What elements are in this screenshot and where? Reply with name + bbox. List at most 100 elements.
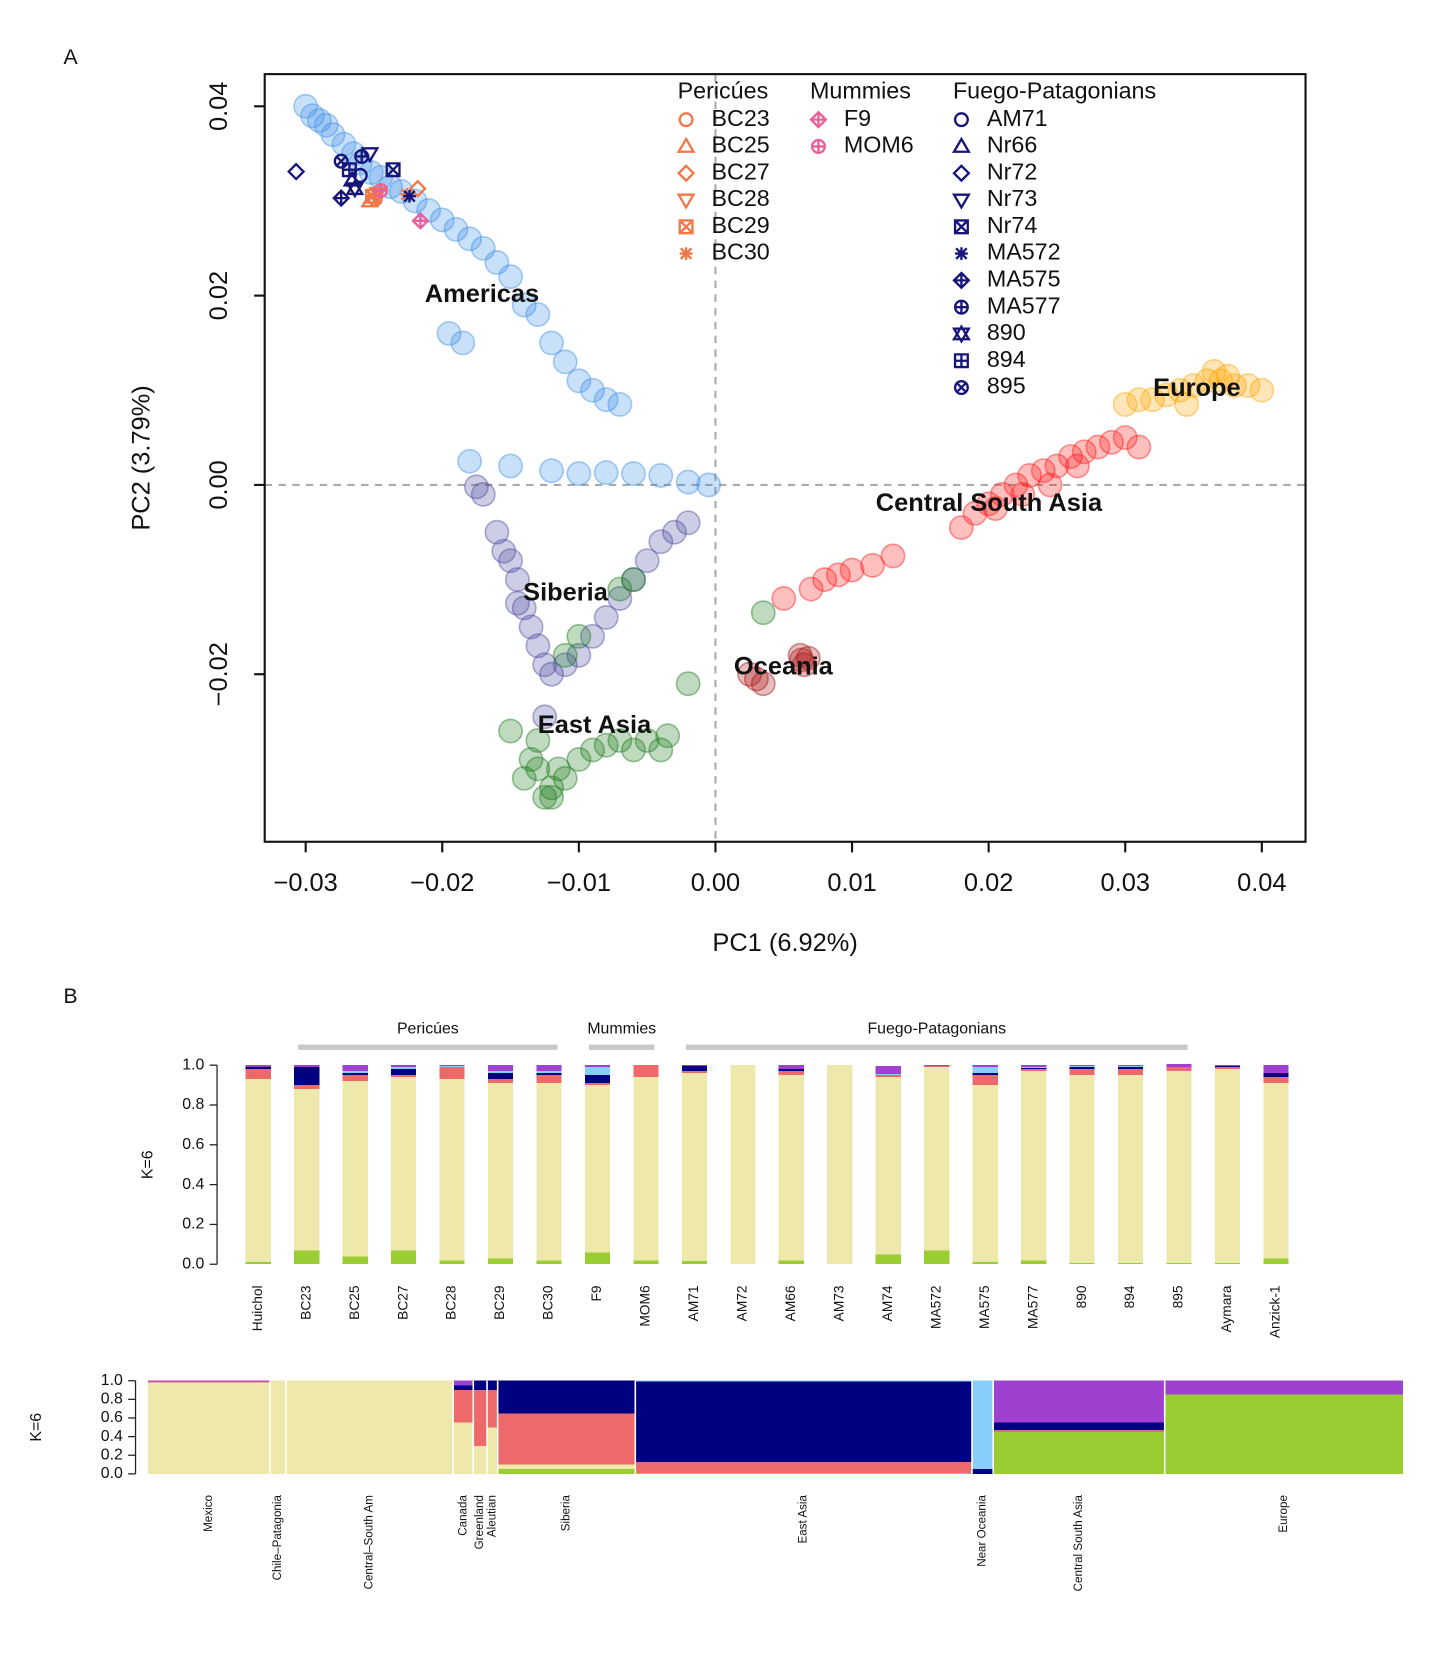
legend-label: Nr74 [987, 212, 1038, 238]
bar-segment [245, 1067, 271, 1070]
legend-label: Nr73 [987, 185, 1037, 211]
data-point [1215, 363, 1241, 389]
x-tick-label: Huichol [250, 1285, 265, 1331]
y-tick-label: 0.6 [182, 1136, 204, 1153]
bar-segment [1263, 1073, 1289, 1078]
bar-segment [635, 1472, 972, 1474]
data-point [450, 330, 476, 356]
data-point [607, 728, 633, 753]
data-point [812, 567, 838, 593]
bar-segment [148, 1382, 270, 1474]
bar-segment [584, 1075, 611, 1084]
bar-segment [148, 1381, 270, 1383]
bar-segment [972, 1067, 998, 1074]
x-tick-label: AM66 [783, 1285, 798, 1321]
x-tick-label: Near Oceania [976, 1495, 989, 1567]
bar-segment [245, 1079, 271, 1263]
bar-segment [294, 1085, 320, 1090]
bar-segment [391, 1075, 417, 1078]
bar-segment [342, 1073, 368, 1076]
legend-label: F9 [844, 105, 871, 131]
data-point [1085, 434, 1111, 460]
legend-marker [677, 164, 696, 183]
data-point [839, 557, 865, 583]
data-point [593, 604, 619, 630]
x-tick-label: Anzick-1 [1268, 1285, 1283, 1338]
x-tick-label: 0.00 [691, 869, 740, 897]
bar-segment [1021, 1069, 1047, 1072]
bar-segment [497, 1413, 636, 1465]
sample-marker [403, 189, 416, 203]
bar-segment [635, 1380, 972, 1382]
legend-label: BC29 [712, 212, 770, 238]
panel-label: A [64, 46, 79, 69]
bar-segment [1069, 1066, 1095, 1068]
legend-marker [955, 247, 968, 260]
data-point [743, 666, 769, 692]
data-point [498, 548, 524, 574]
x-tick-label: Canada [456, 1495, 469, 1536]
bar-segment [294, 1089, 320, 1251]
data-point [1153, 382, 1179, 408]
data-point [552, 642, 578, 668]
data-point [791, 652, 817, 678]
bar-segment [497, 1469, 636, 1474]
x-tick-label: MOM6 [638, 1285, 653, 1327]
bar-segment [453, 1422, 474, 1474]
y-tick-label: 1.0 [101, 1372, 123, 1389]
data-point [511, 292, 537, 318]
data-point [648, 463, 674, 488]
bar-segment [487, 1071, 514, 1074]
bar-segment [681, 1261, 708, 1265]
bar-segment [875, 1254, 901, 1265]
bar-segment [681, 1066, 708, 1072]
sample-marker [411, 211, 430, 230]
bar-segment [1166, 1263, 1192, 1265]
data-point [976, 491, 1002, 517]
data-point [648, 529, 674, 555]
bar-segment [1166, 1064, 1192, 1068]
bar-segment [487, 1079, 514, 1084]
group-label: Pericúes [397, 1020, 459, 1037]
data-point [1174, 392, 1200, 417]
data-point [1044, 453, 1070, 479]
bar-segment [1118, 1066, 1144, 1068]
bar-segment [875, 1075, 901, 1078]
bar-segment [681, 1071, 708, 1074]
bar-segment [1069, 1263, 1095, 1265]
bar-segment [294, 1067, 320, 1086]
data-point [518, 746, 544, 772]
legend-marker [952, 271, 971, 290]
bar-segment [342, 1256, 368, 1265]
data-point [566, 368, 592, 394]
sample-marker [360, 147, 380, 164]
data-point [798, 576, 824, 602]
data-point [525, 756, 551, 782]
data-point [787, 642, 813, 668]
data-point [1112, 392, 1138, 417]
legend-label: MA575 [987, 266, 1061, 292]
data-point [484, 519, 510, 545]
bar-segment [487, 1073, 514, 1080]
bar-segment [342, 1065, 368, 1072]
x-tick-label: AM72 [735, 1285, 750, 1321]
bar-segment [342, 1081, 368, 1257]
bar-segment [342, 1071, 368, 1074]
bar-segment [342, 1075, 368, 1082]
data-point [552, 765, 578, 791]
y-tick-label: 0.8 [101, 1391, 123, 1408]
x-tick-label: MA572 [928, 1285, 943, 1329]
data-point [696, 472, 722, 498]
bar-segment [1214, 1069, 1241, 1264]
sample-marker [287, 162, 306, 181]
bar-segment [1021, 1068, 1047, 1070]
bar-segment [439, 1067, 465, 1080]
x-tick-label: Siberia [560, 1495, 573, 1532]
x-tick-label: AM71 [686, 1285, 701, 1321]
sample-marker [385, 162, 401, 178]
legend-marker [951, 324, 971, 344]
data-point [539, 661, 564, 687]
data-point [1064, 453, 1090, 479]
